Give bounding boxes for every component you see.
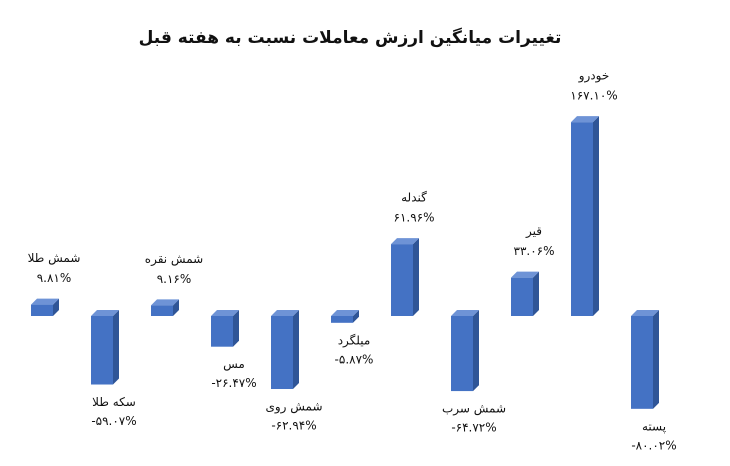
bar — [391, 244, 413, 316]
bar-top — [451, 310, 479, 316]
bar — [631, 316, 653, 409]
bar-top — [391, 238, 419, 245]
value-label: ۹.۱۶% — [157, 272, 192, 286]
bar-top — [631, 310, 659, 316]
bar — [31, 304, 53, 316]
bar-side — [293, 310, 299, 390]
category-label: سکه طلا — [92, 395, 136, 409]
value-label: -۶۴.۷۲% — [451, 421, 496, 435]
bar-side — [473, 310, 479, 392]
category-label: مس — [223, 357, 245, 372]
bar-top — [31, 298, 59, 305]
bar-side — [413, 238, 419, 316]
value-label: -۵.۸۷% — [335, 352, 374, 366]
bar-side — [233, 310, 239, 347]
bar-top — [511, 271, 539, 278]
category-label: شمش سرب — [442, 402, 506, 417]
category-label: پسته — [642, 419, 666, 433]
category-label: شمش طلا — [28, 251, 81, 266]
bar-top — [331, 310, 359, 316]
bar-side — [353, 310, 359, 323]
value-label: -۶۲.۹۴% — [271, 419, 316, 433]
value-label: -۵۹.۰۷% — [91, 414, 136, 428]
bar-top — [571, 116, 599, 123]
bar-side — [173, 299, 179, 316]
value-label: ۳۳.۰۶% — [514, 244, 555, 258]
category-label: گندله — [401, 191, 427, 205]
bar-top — [271, 310, 299, 316]
category-label: شمش نقره — [145, 252, 203, 267]
category-label: شمش روی — [265, 400, 322, 415]
category-label: خودرو — [578, 69, 610, 84]
bar-side — [113, 310, 119, 385]
value-label: -۸۰.۰۲% — [631, 438, 676, 452]
bar — [451, 316, 473, 392]
bar-top — [91, 310, 119, 316]
bar — [331, 316, 353, 323]
bar-top — [211, 310, 239, 316]
category-label: میلگرد — [338, 333, 371, 348]
bar-side — [593, 116, 599, 316]
value-label: ۹.۸۱% — [37, 271, 72, 285]
bar — [571, 122, 593, 316]
value-label: -۲۶.۴۷% — [211, 376, 256, 390]
bar — [91, 316, 113, 385]
bar — [271, 316, 293, 390]
bar-top — [151, 299, 179, 306]
bar — [151, 305, 173, 316]
bar-side — [533, 271, 539, 316]
bar — [511, 277, 533, 316]
chart-title: تغییرات میانگین ارزش معاملات نسبت به هفت… — [139, 27, 562, 48]
value-label: ۶۱.۹۶% — [394, 211, 435, 225]
bar-side — [53, 298, 59, 316]
bar — [211, 316, 233, 347]
category-label: قیر — [525, 224, 542, 239]
value-label: ۱۶۷.۱۰% — [570, 89, 617, 103]
bar-side — [653, 310, 659, 409]
